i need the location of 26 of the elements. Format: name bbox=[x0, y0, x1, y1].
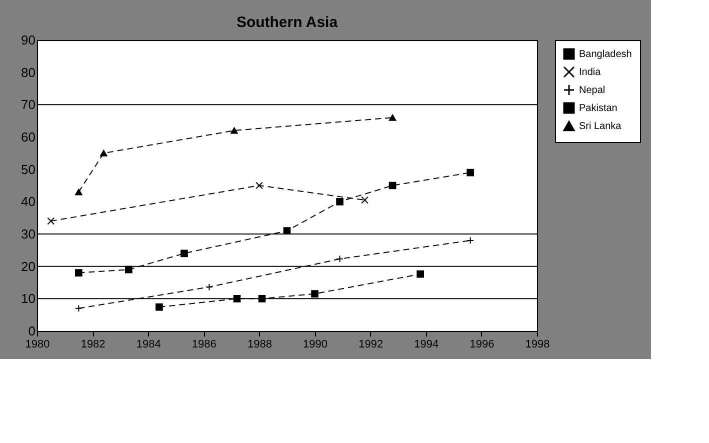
y-tick-label: 60 bbox=[21, 130, 36, 144]
y-tick-label: 40 bbox=[21, 194, 36, 210]
x-tick-label: 1988 bbox=[247, 338, 272, 350]
x-tick-label: 1992 bbox=[358, 338, 384, 350]
x-tick-label: 1994 bbox=[414, 338, 439, 350]
y-tick-label: 80 bbox=[21, 64, 36, 80]
y-tick-label: 10 bbox=[21, 291, 36, 306]
x-tick-label: 1986 bbox=[192, 338, 216, 350]
x-tick-label: 1980 bbox=[25, 338, 50, 350]
y-tick-label: 0 bbox=[28, 324, 36, 338]
x-tick-label: 1998 bbox=[525, 338, 550, 350]
x-tick-label: 1990 bbox=[303, 338, 328, 350]
y-tick-label: 50 bbox=[21, 162, 36, 177]
y-tick-label: 70 bbox=[21, 97, 36, 112]
legend-label: Pakistan bbox=[579, 103, 618, 114]
chart-title: Southern Asia bbox=[236, 14, 338, 31]
x-tick-label: 1984 bbox=[136, 338, 161, 350]
legend-label: India bbox=[579, 67, 602, 78]
legend-label: Bangladesh bbox=[579, 49, 632, 60]
y-tick-label: 30 bbox=[21, 226, 36, 242]
y-tick-label: 90 bbox=[21, 32, 36, 48]
legend-label: Sri Lanka bbox=[579, 121, 622, 132]
x-tick-label: 1996 bbox=[470, 338, 494, 350]
y-tick-label: 20 bbox=[21, 258, 36, 274]
legend-label: Nepal bbox=[579, 85, 606, 96]
x-tick-label: 1982 bbox=[80, 338, 106, 350]
